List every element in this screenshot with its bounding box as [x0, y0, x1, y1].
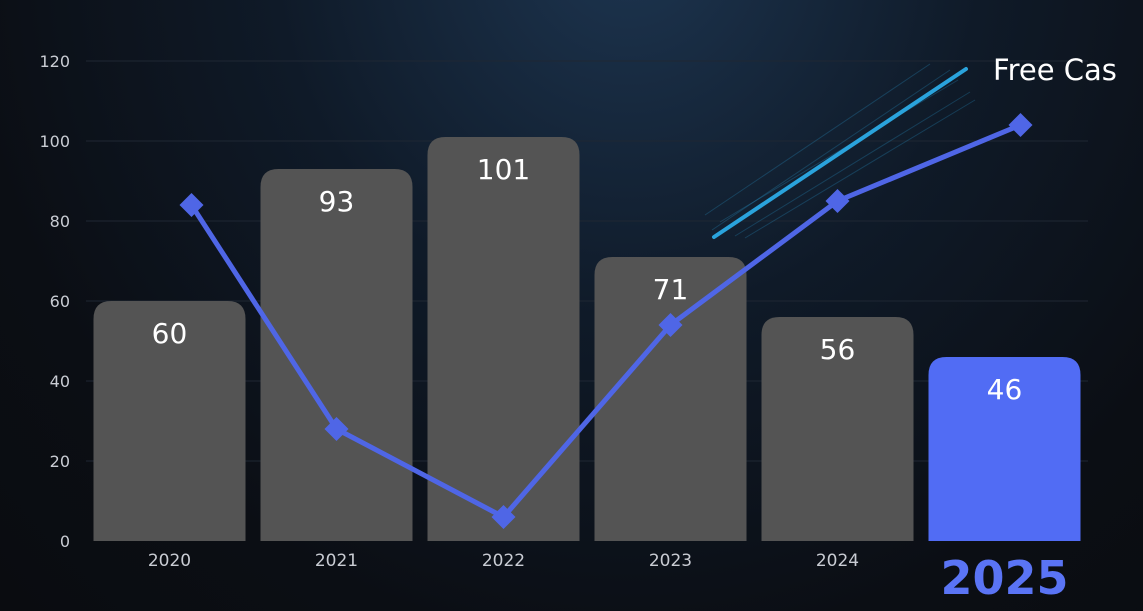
bar-value-label-2023: 71 — [653, 273, 689, 306]
x-tick-label-2022: 2022 — [482, 551, 525, 571]
x-tick-label-2024: 2024 — [816, 551, 859, 571]
x-tick-label-2021: 2021 — [315, 551, 358, 571]
trend-streak — [719, 79, 959, 223]
y-tick-label: 120 — [39, 52, 70, 71]
trend-streak — [734, 91, 971, 237]
bar-2022 — [427, 137, 580, 541]
x-tick-label-2025: 2025 — [940, 551, 1068, 605]
bar-value-label-2021: 93 — [319, 185, 355, 218]
trend-streak — [744, 99, 976, 239]
y-axis: 0 20 40 60 80 100 120 — [39, 52, 70, 551]
y-tick-label: 60 — [50, 292, 70, 311]
bar-value-label-2022: 101 — [477, 153, 530, 186]
bar-2021 — [260, 169, 413, 541]
annotation-label: Free Cas — [993, 53, 1117, 87]
y-tick-label: 40 — [50, 372, 70, 391]
line-series-path — [189, 122, 1022, 520]
line-series — [179, 113, 1033, 529]
y-tick-label: 0 — [60, 532, 70, 551]
x-tick-label-2020: 2020 — [148, 551, 191, 571]
bar-2020 — [93, 301, 246, 541]
trend-streak — [704, 63, 931, 216]
bar-value-label-2020: 60 — [152, 317, 188, 350]
line-point-2023 — [658, 313, 683, 337]
line-point-2022 — [491, 505, 516, 529]
trend-streak — [711, 69, 951, 231]
bar-2025 — [928, 357, 1081, 541]
y-tick-label: 80 — [50, 212, 70, 231]
line-point-2025 — [1008, 113, 1033, 137]
trend-arrow-decoration — [704, 63, 976, 239]
trend-arrow — [712, 67, 968, 239]
bar-value-label-2024: 56 — [820, 333, 856, 366]
bar-2023 — [594, 257, 747, 541]
y-tick-label: 20 — [50, 452, 70, 471]
x-axis: 2020 2021 2022 2023 2024 2025 — [148, 551, 1069, 605]
x-tick-label-2023: 2023 — [649, 551, 692, 571]
line-point-2024 — [825, 189, 850, 213]
bars: 60 93 101 71 56 46 — [93, 137, 1081, 541]
bar-2024 — [761, 317, 914, 541]
line-point-2020 — [179, 193, 204, 217]
y-tick-label: 100 — [39, 132, 70, 151]
line-point-2021 — [324, 417, 349, 441]
bar-value-label-2025: 46 — [987, 373, 1023, 406]
